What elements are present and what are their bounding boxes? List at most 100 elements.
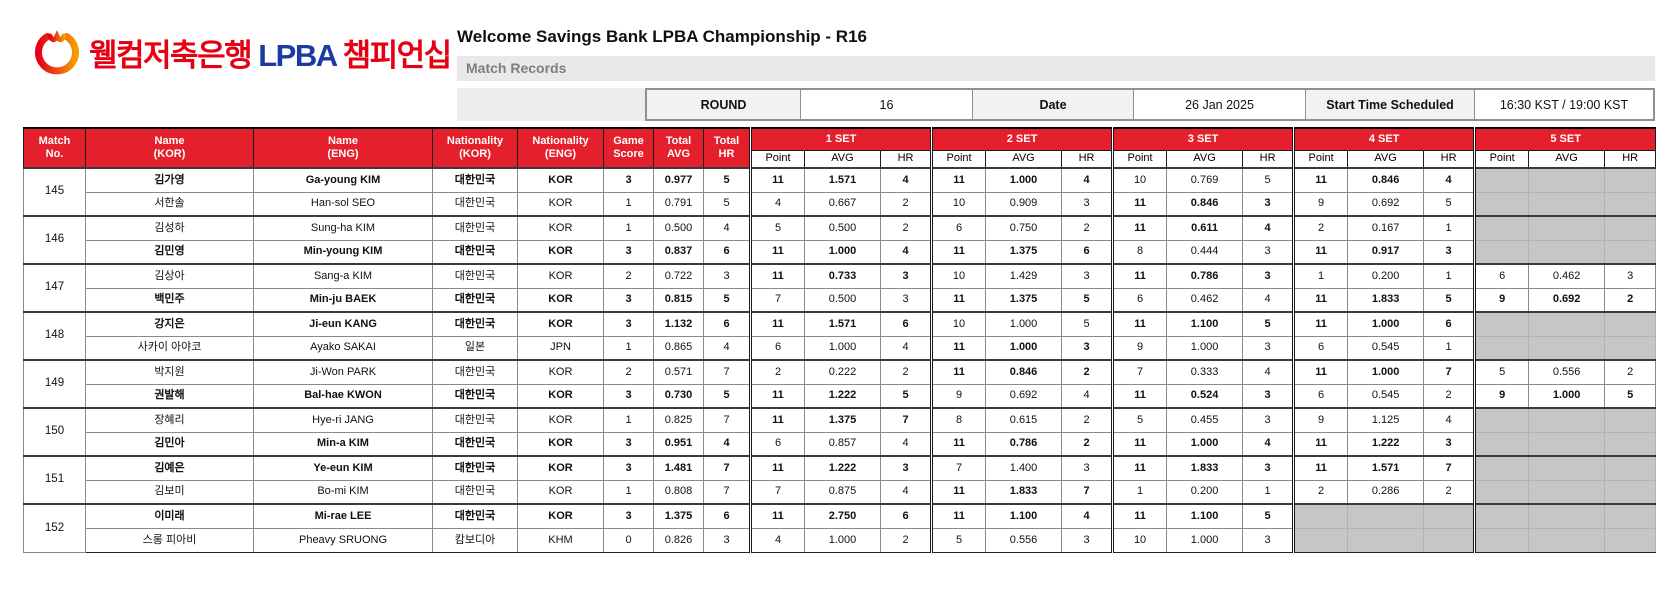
set3-avg: 0.524 bbox=[1166, 383, 1244, 409]
set1-avg: 0.500 bbox=[804, 215, 881, 241]
match-number: 146 bbox=[23, 215, 86, 265]
set1-point: 11 bbox=[749, 407, 805, 433]
set2-hr: 3 bbox=[1061, 527, 1114, 553]
sub-header-point-set4: Point bbox=[1292, 149, 1349, 169]
player-total-avg: 1.375 bbox=[653, 503, 704, 529]
player-total-hr: 5 bbox=[703, 383, 751, 409]
set4-avg bbox=[1347, 503, 1425, 529]
player-total-avg: 0.951 bbox=[653, 431, 704, 457]
player-total-avg: 0.815 bbox=[653, 287, 704, 313]
set5-point bbox=[1473, 167, 1530, 193]
set2-point: 11 bbox=[930, 167, 987, 193]
player-total-hr: 7 bbox=[703, 359, 751, 385]
sub-header-avg-set5: AVG bbox=[1528, 149, 1606, 169]
player-name-eng: Ga-young KIM bbox=[253, 167, 433, 193]
set3-point: 7 bbox=[1111, 359, 1168, 385]
info-box: ROUND 16 Date 26 Jan 2025 Start Time Sch… bbox=[645, 88, 1655, 121]
set1-point: 11 bbox=[749, 383, 805, 409]
set2-hr: 4 bbox=[1061, 503, 1114, 529]
player-game-score: 1 bbox=[603, 335, 654, 361]
set1-avg: 1.571 bbox=[804, 167, 881, 193]
set1-hr: 4 bbox=[879, 431, 933, 457]
player-total-avg: 0.825 bbox=[653, 407, 704, 433]
player-total-avg: 0.826 bbox=[653, 527, 704, 553]
set4-hr: 7 bbox=[1423, 359, 1476, 385]
set4-avg: 0.545 bbox=[1347, 335, 1425, 361]
player-nationality-eng: KHM bbox=[517, 527, 604, 553]
player-row: 김민아 Min-a KIM 대한민국 KOR 3 0.951 4 6 0.857 4 11 0.786… bbox=[24, 431, 1657, 457]
set2-avg: 1.000 bbox=[985, 311, 1063, 337]
set2-avg: 1.400 bbox=[985, 455, 1063, 481]
player-row: 145 김가영 Ga-young KIM 대한민국 KOR 3 0.977 5 11 1.571 4… bbox=[23, 167, 1657, 217]
set2-avg: 1.429 bbox=[985, 263, 1063, 289]
player-game-score: 3 bbox=[603, 167, 654, 193]
player-name-kor: 김예은 bbox=[85, 455, 254, 481]
set2-hr: 2 bbox=[1061, 215, 1114, 241]
set2-hr: 3 bbox=[1061, 191, 1114, 217]
set5-avg bbox=[1528, 479, 1606, 505]
date-value: 26 Jan 2025 bbox=[1133, 90, 1305, 119]
welcome-lpba-logo[interactable]: 웰컴저축은행 LPBA 챔피언십 bbox=[34, 26, 452, 78]
set1-avg: 0.222 bbox=[804, 359, 881, 385]
set4-point: 6 bbox=[1292, 335, 1349, 361]
round-value: 16 bbox=[800, 90, 972, 119]
player-name-kor: 사카이 아야코 bbox=[85, 335, 254, 361]
player-nationality-eng: KOR bbox=[517, 503, 604, 529]
set1-avg: 0.500 bbox=[804, 287, 881, 313]
set5-avg bbox=[1528, 239, 1606, 265]
player-nationality-eng: KOR bbox=[517, 287, 604, 313]
player-total-hr: 4 bbox=[703, 215, 751, 241]
welcome-bank-w-circle-icon bbox=[34, 29, 80, 75]
set4-avg: 0.846 bbox=[1347, 167, 1425, 193]
set3-hr: 4 bbox=[1242, 287, 1295, 313]
match-records-table-wrap: Match No. Name (KOR) Name (ENG) National… bbox=[23, 127, 1657, 553]
set3-point: 8 bbox=[1111, 239, 1168, 265]
set2-hr: 4 bbox=[1061, 383, 1114, 409]
player-total-avg: 0.977 bbox=[653, 167, 704, 193]
set2-point: 9 bbox=[930, 383, 987, 409]
col-header-set-2: 2 SET bbox=[930, 127, 1114, 151]
set2-hr: 3 bbox=[1061, 335, 1114, 361]
set1-point: 6 bbox=[749, 335, 805, 361]
player-total-hr: 3 bbox=[703, 527, 751, 553]
set1-avg: 1.375 bbox=[804, 407, 881, 433]
sub-header-hr-set2: HR bbox=[1061, 149, 1114, 169]
player-total-hr: 5 bbox=[703, 167, 751, 193]
set1-hr: 2 bbox=[879, 191, 933, 217]
set4-hr: 5 bbox=[1423, 287, 1476, 313]
match-number: 145 bbox=[23, 167, 86, 217]
set2-hr: 6 bbox=[1061, 239, 1114, 265]
player-row: 서한솔 Han-sol SEO 대한민국 KOR 1 0.791 5 4 0.667 2 10 0.9… bbox=[24, 191, 1657, 217]
set1-hr: 7 bbox=[879, 407, 933, 433]
player-name-eng: Ayako SAKAI bbox=[253, 335, 433, 361]
set4-avg: 0.545 bbox=[1347, 383, 1425, 409]
match-number: 148 bbox=[23, 311, 86, 361]
player-name-kor: 김가영 bbox=[85, 167, 254, 193]
set5-hr bbox=[1604, 455, 1657, 481]
set3-point: 10 bbox=[1111, 527, 1168, 553]
set5-point bbox=[1473, 311, 1530, 337]
set2-point: 10 bbox=[930, 263, 987, 289]
set4-point: 1 bbox=[1292, 263, 1349, 289]
set2-avg: 1.100 bbox=[985, 503, 1063, 529]
player-name-eng: Mi-rae LEE bbox=[253, 503, 433, 529]
player-nationality-kor: 대한민국 bbox=[432, 503, 518, 529]
set4-point: 11 bbox=[1292, 431, 1349, 457]
set2-hr: 7 bbox=[1061, 479, 1114, 505]
player-name-kor: 김상아 bbox=[85, 263, 254, 289]
set5-point bbox=[1473, 455, 1530, 481]
set1-hr: 4 bbox=[879, 167, 933, 193]
match-number: 150 bbox=[23, 407, 86, 457]
set1-point: 5 bbox=[749, 215, 805, 241]
set1-point: 11 bbox=[749, 503, 805, 529]
set5-avg bbox=[1528, 215, 1606, 241]
player-row: 149 박지원 Ji-Won PARK 대한민국 KOR 2 0.571 7 2 0.222 2 11… bbox=[23, 359, 1657, 409]
player-total-hr: 4 bbox=[703, 431, 751, 457]
set2-avg: 0.615 bbox=[985, 407, 1063, 433]
set1-point: 11 bbox=[749, 311, 805, 337]
set5-point bbox=[1473, 239, 1530, 265]
player-game-score: 1 bbox=[603, 479, 654, 505]
set1-avg: 1.000 bbox=[804, 527, 881, 553]
set1-hr: 4 bbox=[879, 479, 933, 505]
